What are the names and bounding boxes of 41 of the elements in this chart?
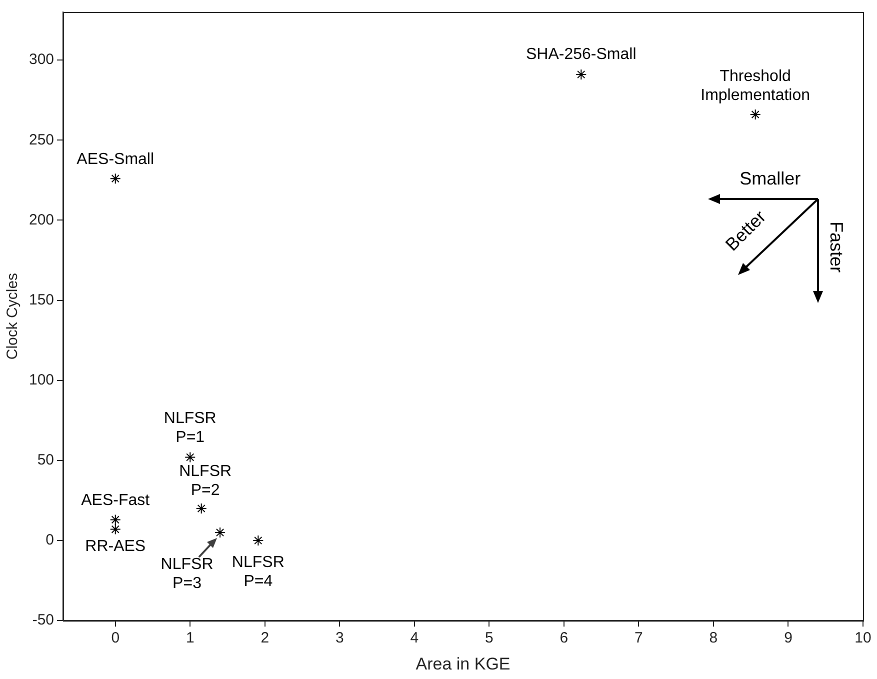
x-tick-label: 1 bbox=[186, 630, 194, 647]
point bbox=[576, 68, 587, 80]
point bbox=[750, 109, 761, 120]
point bbox=[110, 524, 121, 535]
y-tick-label: 150 bbox=[28, 291, 54, 308]
annotation: NLFSR P=4 bbox=[232, 552, 284, 591]
annotation: Threshold Implementation bbox=[700, 66, 810, 104]
annotation: SHA-256-Small bbox=[526, 45, 636, 64]
annotation: RR-AES bbox=[85, 537, 146, 556]
point bbox=[252, 535, 264, 546]
annotation: NLFSR P=1 bbox=[164, 409, 216, 448]
x-tick-label: 0 bbox=[111, 630, 120, 647]
y-tick-label: 250 bbox=[28, 131, 54, 148]
y-tick-label: 50 bbox=[37, 452, 54, 469]
x-tick-label: 8 bbox=[709, 630, 718, 647]
y-axis-title: Clock Cycles bbox=[4, 272, 22, 360]
y-tick-label: -50 bbox=[32, 612, 54, 629]
x-tick-label: 6 bbox=[560, 630, 568, 647]
y-tick-label: 100 bbox=[28, 372, 54, 389]
annotation: NLFSR P=3 bbox=[160, 554, 214, 592]
x-axis-title: Area in KGE bbox=[416, 654, 510, 674]
x-tick-label: 2 bbox=[260, 630, 270, 647]
annotation: Smaller bbox=[740, 168, 801, 189]
x-tick-label: 3 bbox=[335, 630, 344, 647]
x-tick-label: 4 bbox=[410, 630, 419, 647]
point bbox=[214, 527, 226, 538]
y-tick-label: 0 bbox=[46, 532, 54, 549]
x-tick-label: 10 bbox=[854, 630, 872, 647]
annotation: Faster bbox=[826, 222, 847, 273]
x-tick-label: 5 bbox=[485, 630, 494, 647]
point bbox=[184, 452, 196, 463]
annotation: AES-Fast bbox=[81, 490, 150, 510]
annotation: NLFSR P=2 bbox=[179, 462, 232, 500]
point bbox=[196, 502, 207, 514]
annotation: AES-Small bbox=[76, 150, 154, 169]
y-tick-label: 300 bbox=[28, 51, 54, 68]
point bbox=[110, 514, 121, 526]
x-tick-label: 7 bbox=[634, 630, 643, 647]
x-tick-label: 9 bbox=[784, 630, 792, 647]
point bbox=[110, 173, 121, 184]
y-tick-label: 200 bbox=[28, 211, 54, 228]
